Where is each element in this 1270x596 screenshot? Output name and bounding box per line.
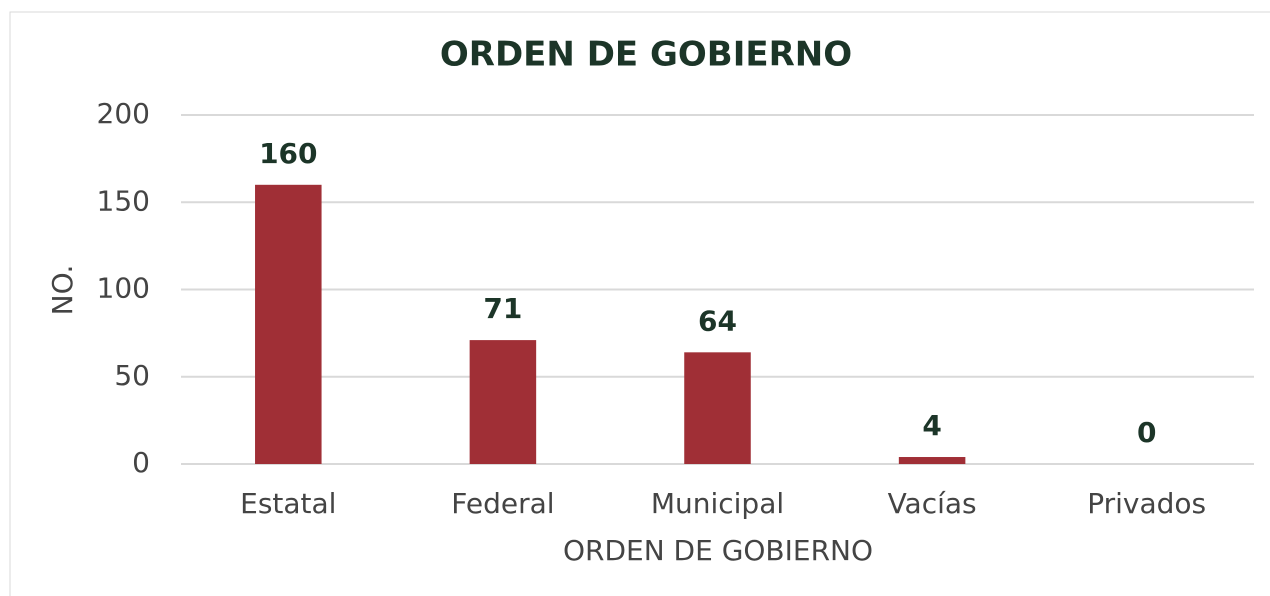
y-tick-label: 150 xyxy=(97,184,150,217)
x-tick-label: Federal xyxy=(451,487,554,520)
y-tick-label: 0 xyxy=(132,446,150,479)
bar xyxy=(469,340,537,464)
y-axis-label: NO. xyxy=(46,265,79,316)
x-tick-label: Privados xyxy=(1087,487,1206,520)
y-tick-label: 100 xyxy=(97,272,150,305)
x-axis-label: ORDEN DE GOBIERNO xyxy=(563,534,873,567)
value-label: 4 xyxy=(922,409,941,442)
bar xyxy=(684,352,751,464)
chart-frame xyxy=(9,11,1270,596)
chart-title: ORDEN DE GOBIERNO xyxy=(440,35,852,75)
y-tick-label: 200 xyxy=(97,97,150,130)
x-tick-label: Municipal xyxy=(651,487,784,520)
bar xyxy=(898,457,966,464)
value-label: 64 xyxy=(698,304,737,337)
x-tick-label: Estatal xyxy=(240,487,336,520)
value-label: 71 xyxy=(483,292,522,325)
x-tick-label: Vacías xyxy=(888,487,977,520)
bar xyxy=(255,184,322,465)
value-label: 0 xyxy=(1137,416,1156,449)
y-tick-label: 50 xyxy=(114,359,150,392)
value-label: 160 xyxy=(259,137,317,170)
